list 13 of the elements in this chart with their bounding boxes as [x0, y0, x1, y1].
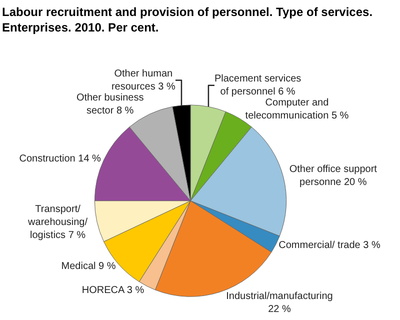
slice-label: Industrial/manufacturing: [226, 290, 333, 302]
slice-label: Computer and telecommunication 5 %: [245, 97, 349, 122]
slice-label: Medical 9 %: [61, 261, 116, 272]
slice-label: HORECA 3 %: [82, 285, 144, 296]
slice-label: Construction 14 %: [19, 154, 102, 165]
slice-label: Transport/ warehousing/ logistics 7 %: [27, 204, 88, 242]
slice-label: Commercial/ trade 3 %: [278, 240, 380, 251]
data-label: 22 %: [268, 304, 291, 315]
slice-label: Other office support personne 20 %: [289, 164, 378, 188]
chart-title: Labour recruitment and provision of personnel. Type of services. Enterprises. 2010. Per cent.: [2, 5, 373, 35]
slice-label: Other human resources 3 %: [111, 68, 176, 92]
slice-label: Placement services of personnel 6 %: [214, 73, 302, 98]
slice-label: Other business sector 8 %: [76, 92, 144, 116]
